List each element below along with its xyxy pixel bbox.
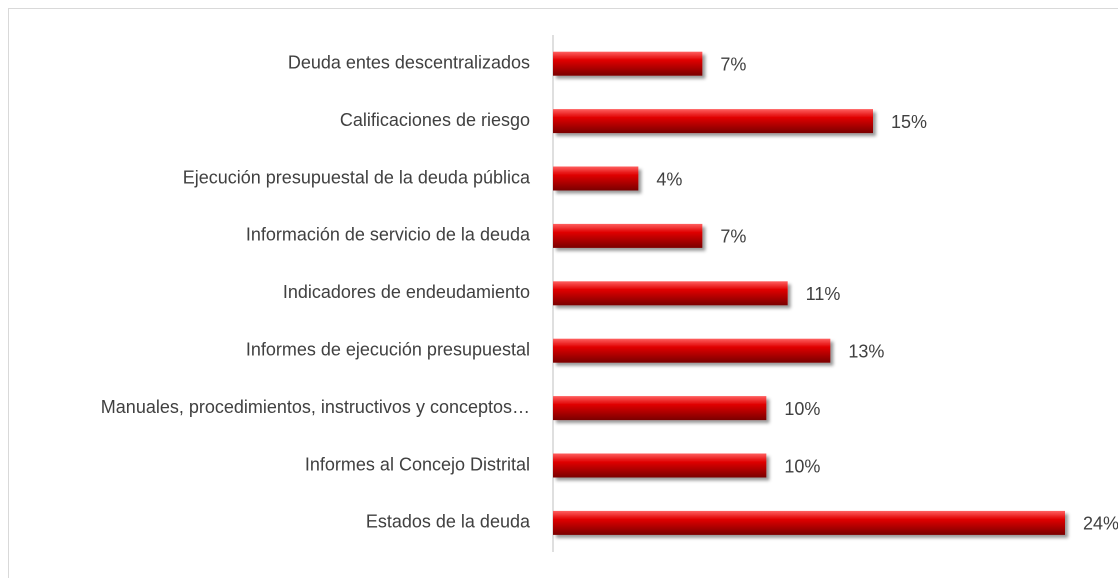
category-label: Estados de la deuda [366, 512, 531, 532]
category-label: Indicadores de endeudamiento [283, 282, 530, 302]
bar [553, 510, 1065, 535]
value-label: 10% [784, 456, 820, 476]
category-label: Ejecución presupuestal de la deuda públi… [183, 167, 531, 187]
category-label: Calificaciones de riesgo [340, 110, 530, 130]
chart-frame [8, 8, 1118, 578]
value-label: 15% [891, 112, 927, 132]
category-label: Información de servicio de la deuda [246, 225, 531, 245]
category-label: Informes de ejecución presupuestal [246, 339, 530, 359]
value-label: 10% [784, 399, 820, 419]
bar [553, 223, 703, 248]
bar [553, 453, 767, 478]
bar [553, 166, 639, 191]
value-label: 7% [720, 54, 746, 74]
bar [553, 109, 873, 134]
value-label: 13% [848, 341, 884, 361]
bar [553, 281, 788, 306]
bar [553, 396, 767, 421]
value-label: 24% [1083, 514, 1118, 534]
category-label: Informes al Concejo Distrital [305, 454, 530, 474]
value-label: 11% [806, 284, 841, 304]
value-label: 4% [656, 169, 682, 189]
category-label: Deuda entes descentralizados [288, 52, 530, 72]
bar [553, 51, 703, 76]
category-label: Manuales, procedimientos, instructivos y… [101, 397, 530, 417]
bar [553, 338, 831, 363]
value-label: 7% [720, 227, 746, 247]
